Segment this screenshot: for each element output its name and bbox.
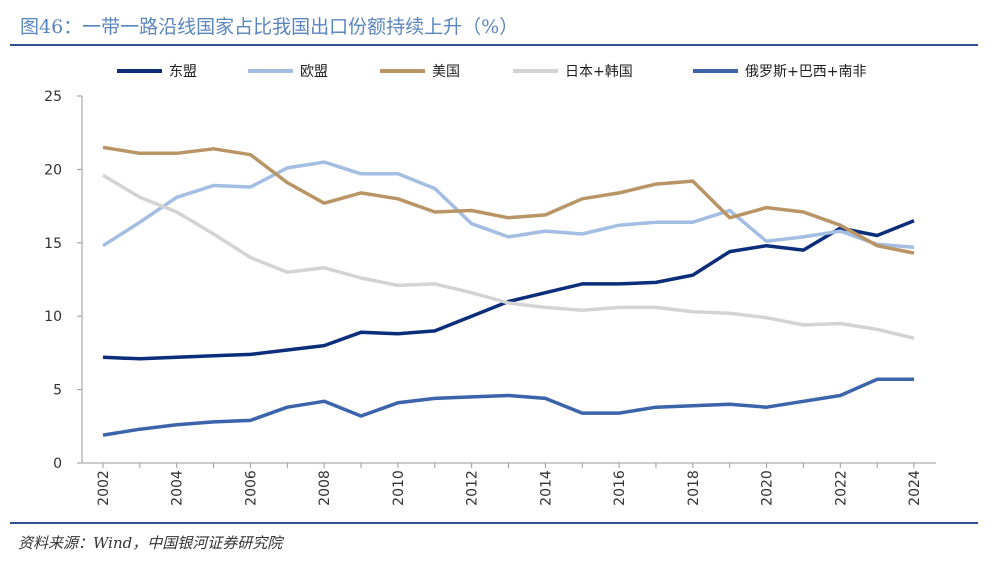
x-tick-label: 2016 xyxy=(612,470,628,506)
legend-label: 欧盟 xyxy=(300,64,328,80)
x-tick-label: 2024 xyxy=(907,470,923,506)
x-axis-ticks: 2002 2004 2006 2008 2010 2012 2014 2016 2018 2020… xyxy=(96,463,923,506)
legend-label: 美国 xyxy=(432,64,460,80)
x-tick-label: 2008 xyxy=(317,470,333,506)
x-tick-label: 2010 xyxy=(391,470,407,506)
x-tick-label: 2020 xyxy=(760,470,776,506)
legend-label: 日本+韩国 xyxy=(565,64,633,80)
x-tick-label: 2012 xyxy=(465,470,481,506)
source-note: 资料来源：Wind，中国银河证券研究院 xyxy=(18,534,283,552)
y-tick-label: 25 xyxy=(44,89,62,105)
y-tick-label: 5 xyxy=(53,383,62,399)
footer-rule xyxy=(10,522,978,524)
chart-legend: 东盟 欧盟 美国 日本+韩国 俄罗斯+巴西+南非 xyxy=(117,64,866,80)
x-tick-label: 2002 xyxy=(96,470,112,506)
y-axis-ticks: 0 5 10 15 20 25 xyxy=(44,89,82,472)
x-tick-label: 2004 xyxy=(170,470,186,506)
series-line-4 xyxy=(102,173,915,340)
y-tick-label: 10 xyxy=(44,309,62,325)
series-line-3 xyxy=(102,145,915,255)
title-rule xyxy=(10,44,978,46)
legend-label: 俄罗斯+巴西+南非 xyxy=(745,64,866,80)
series-line-2 xyxy=(102,160,915,249)
x-tick-label: 2018 xyxy=(686,470,702,506)
chart-axes xyxy=(81,96,936,464)
series-line-5 xyxy=(102,377,914,437)
x-tick-label: 2014 xyxy=(538,470,554,506)
y-tick-label: 15 xyxy=(44,236,62,252)
chart-series xyxy=(102,145,915,437)
x-tick-label: 2022 xyxy=(833,470,849,506)
legend-label: 东盟 xyxy=(169,64,197,80)
page-title: 图46：一带一路沿线国家占比我国出口份额持续上升（%） xyxy=(20,16,519,38)
y-tick-label: 0 xyxy=(53,456,62,472)
x-tick-label: 2006 xyxy=(243,470,259,506)
y-tick-label: 20 xyxy=(44,162,62,178)
